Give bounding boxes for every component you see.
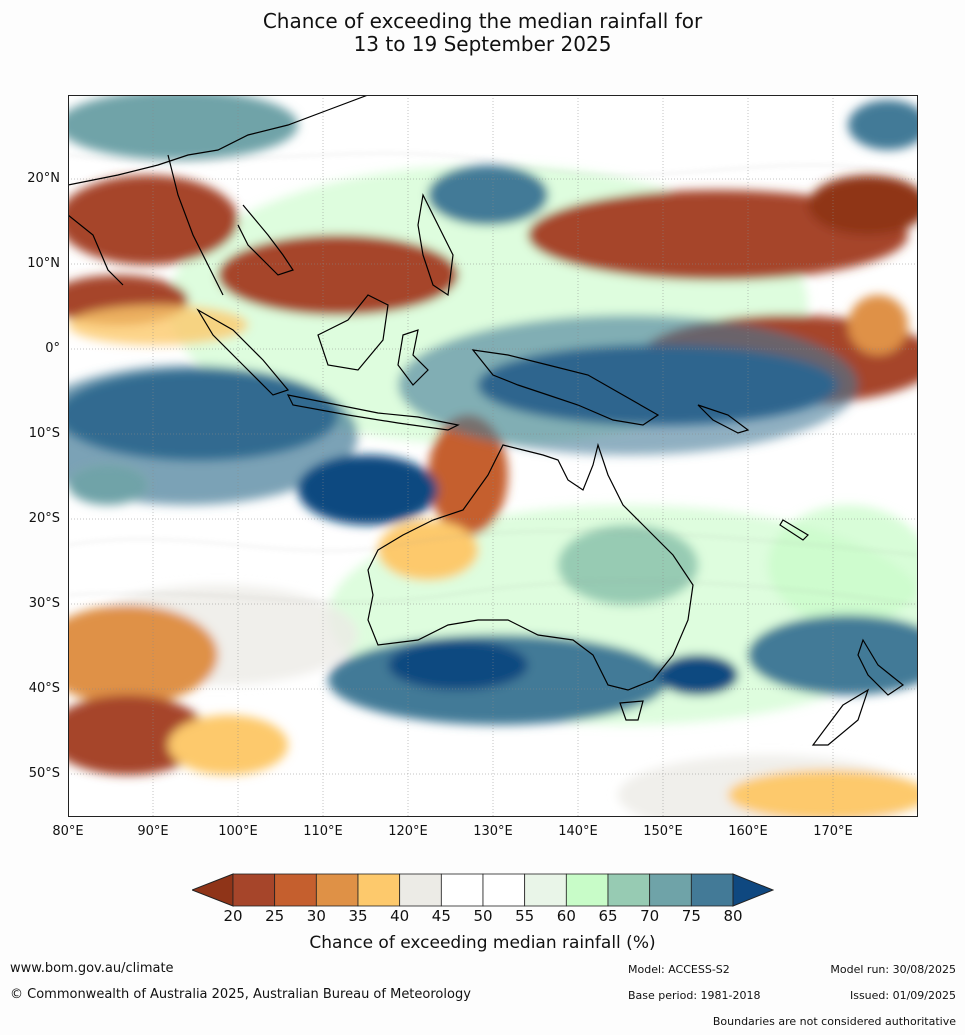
sulawesi-coastline	[397, 329, 429, 386]
disclaimer-text: Boundaries are not considered authoritat…	[712, 1015, 956, 1028]
lon-label-120e: 120°E	[388, 824, 428, 839]
colorbar-cell	[274, 873, 317, 907]
colorbar-cell	[607, 873, 651, 907]
chart-title: Chance of exceeding the median rainfall …	[0, 10, 965, 56]
tasmania-coastline	[619, 700, 644, 721]
coastlines	[68, 95, 905, 746]
probability-field	[68, 95, 918, 817]
lon-label-140e: 140°E	[558, 824, 598, 839]
colorbar-cell	[565, 873, 609, 907]
colorbar-cell	[232, 873, 276, 907]
lat-label-0: 0°	[45, 341, 60, 356]
lon-label-160e: 160°E	[728, 824, 768, 839]
australia-coastline	[367, 442, 694, 691]
model-text: Model: ACCESS-S2	[628, 963, 730, 976]
colorbar-cell	[440, 873, 484, 907]
colorbar-tick-label: 40	[390, 907, 410, 925]
colorbar-cell	[482, 873, 526, 907]
colorbar-cell	[357, 873, 401, 907]
lat-label-20n: 20°N	[27, 171, 60, 186]
colorbar-over-arrow	[732, 873, 774, 907]
copyright-text: © Commonwealth of Australia 2025, Austra…	[10, 987, 471, 1002]
lon-label-150e: 150°E	[643, 824, 683, 839]
colorbar-tick-label: 60	[556, 907, 576, 925]
lon-label-130e: 130°E	[473, 824, 513, 839]
rainfall-map	[68, 95, 918, 817]
lon-label-90e: 90°E	[137, 824, 169, 839]
new-guinea-coastline	[471, 349, 660, 426]
lat-label-40s: 40°S	[28, 681, 60, 696]
colorbar-cell	[690, 873, 734, 907]
lat-label-10s: 10°S	[28, 426, 60, 441]
colorbar-cell	[524, 873, 567, 907]
colorbar-tick-label: 25	[265, 907, 285, 925]
model-run-text: Model run: 30/08/2025	[830, 963, 956, 976]
sumatra-coastline	[196, 308, 290, 396]
colorbar-under-arrow	[192, 873, 234, 907]
colorbar-tick-label: 80	[723, 907, 743, 925]
lat-label-50s: 50°S	[28, 766, 60, 781]
map-canvas	[68, 95, 918, 817]
solomon-islands-coastline	[697, 404, 750, 434]
lon-label-170e: 170°E	[813, 824, 853, 839]
lon-label-100e: 100°E	[218, 824, 258, 839]
base-period-text: Base period: 1981-2018	[628, 989, 761, 1002]
borneo-coastline	[317, 294, 389, 371]
new-zealand-coastline	[811, 638, 905, 746]
colorbar-tick-label: 20	[223, 907, 243, 925]
colorbar-tick-label: 35	[348, 907, 368, 925]
java-coastline	[286, 394, 460, 431]
colorbar-tick-label: 75	[681, 907, 701, 925]
title-line-1: Chance of exceeding the median rainfall …	[262, 9, 703, 33]
se-asia-coastline	[68, 95, 369, 296]
title-line-2: 13 to 19 September 2025	[353, 32, 612, 56]
lat-label-20s: 20°S	[28, 511, 60, 526]
philippines-coastline	[417, 193, 454, 297]
lat-label-10n: 10°N	[27, 256, 60, 271]
colorbar-cell	[649, 873, 692, 907]
graticule	[68, 95, 918, 817]
colorbar-tick-label: 65	[598, 907, 618, 925]
colorbar-tick-label: 70	[640, 907, 660, 925]
lat-label-30s: 30°S	[28, 596, 60, 611]
colorbar-tick-label: 50	[473, 907, 493, 925]
contour-lines	[68, 153, 918, 606]
colorbar-tick-label: 55	[515, 907, 535, 925]
colorbar-cell	[315, 873, 359, 907]
colorbar-label: Chance of exceeding median rainfall (%)	[309, 933, 656, 953]
website-link[interactable]: www.bom.gov.au/climate	[10, 961, 174, 976]
lon-label-80e: 80°E	[52, 824, 84, 839]
colorbar-tick-label: 30	[306, 907, 326, 925]
colorbar-cell	[399, 873, 442, 907]
colorbar	[192, 873, 774, 907]
colorbar-tick-label: 45	[431, 907, 451, 925]
lon-label-110e: 110°E	[303, 824, 343, 839]
colorbar-cells	[232, 873, 734, 907]
issued-text: Issued: 01/09/2025	[849, 989, 956, 1002]
new-caledonia-coastline	[779, 519, 809, 541]
